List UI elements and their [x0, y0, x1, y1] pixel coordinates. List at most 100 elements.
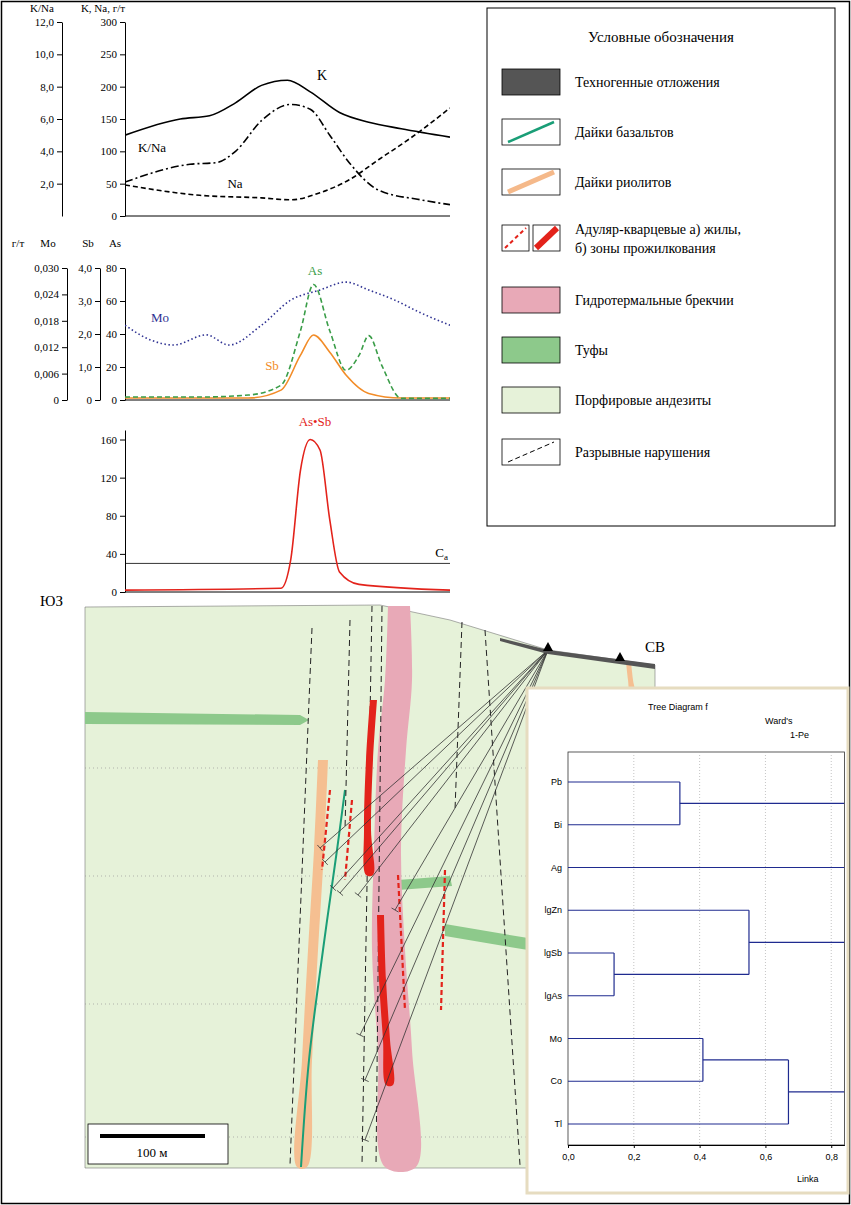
tick-label: 250: [101, 48, 118, 60]
tick: 6,0: [40, 113, 62, 125]
axis-title: Sb: [82, 237, 94, 249]
tick-mark: [120, 516, 125, 517]
dendrogram-branch: [568, 910, 749, 911]
vein-zone: [363, 700, 377, 876]
tick-mark: [95, 367, 100, 368]
tick-mark: [95, 334, 100, 335]
tick-mark: [57, 22, 62, 23]
tick-mark: [62, 400, 67, 401]
axis-title: Mo: [40, 237, 56, 249]
tick-label: 120: [101, 472, 118, 484]
fault: [485, 630, 520, 1165]
tick: 2,0: [78, 328, 100, 340]
axis-line: [125, 431, 126, 593]
leaf-label: Ag: [551, 863, 562, 873]
tick-mark: [120, 151, 125, 152]
axis-line: [62, 23, 63, 217]
tick-mark: [62, 347, 67, 348]
series-line: [125, 285, 450, 399]
tick-label: 0,8: [825, 1152, 838, 1162]
tick: 8,0: [40, 81, 62, 93]
tick-mark: [568, 1145, 569, 1148]
drill-hole: [365, 650, 548, 1080]
tick: 80: [106, 510, 125, 522]
tick-label: 1,0: [78, 361, 92, 373]
y-axis: 01,02,03,04,0: [78, 262, 100, 406]
legend-symbol: [502, 287, 560, 313]
dendrogram-branch: [568, 995, 614, 996]
axis-title: As: [109, 237, 121, 249]
direction-label: ЮЗ: [40, 593, 63, 609]
tick-mark: [57, 87, 62, 88]
tick-label: 40: [106, 548, 118, 560]
drill-hole: [358, 650, 548, 895]
axis-title: K, Na, г/т: [81, 2, 125, 14]
chart-panel: 0501001502002503002,04,06,08,010,012,0K/…: [30, 2, 450, 222]
dendrogram-branch: [568, 1038, 703, 1039]
tick-mark: [62, 268, 67, 269]
legend-title: Условные обозначения: [588, 29, 734, 45]
fault: [362, 606, 372, 1165]
legend-symbol: [536, 228, 557, 248]
tick-label: 80: [106, 262, 118, 274]
x-axis-line: [125, 216, 450, 217]
series-line: [125, 80, 450, 137]
drill-hole-end: [392, 908, 399, 912]
legend-label: б) зоны прожилкования: [575, 241, 716, 257]
dendrogram-branch: [568, 824, 680, 825]
drill-hole-end: [361, 1078, 368, 1081]
drill-collar: [615, 652, 625, 661]
legend-label: Адуляр-кварцевые а) жилы,: [575, 222, 741, 238]
tick-mark: [120, 592, 125, 593]
axis-title: г/т: [12, 237, 25, 249]
tick-mark: [120, 400, 125, 401]
tick-mark: [57, 119, 62, 120]
series-line: [125, 335, 450, 398]
tick: 0,6: [760, 1145, 773, 1162]
chart-subtitle: Ward's: [765, 716, 793, 726]
legend-symbol: [508, 172, 554, 192]
grid-line: [765, 752, 766, 1145]
basalt-dyke: [301, 790, 345, 1167]
tick: 250: [101, 48, 126, 60]
legend-symbol: [502, 225, 529, 251]
tick: 1,0: [78, 361, 100, 373]
tick: 4,0: [78, 262, 100, 274]
tick-label: 0: [112, 586, 118, 598]
tick-mark: [700, 1145, 701, 1148]
drill-hole: [333, 650, 548, 888]
series-label: Sb: [265, 358, 279, 373]
leaf-label: lgZn: [544, 905, 562, 915]
tick-mark: [95, 400, 100, 401]
tick-mark: [120, 367, 125, 368]
chart-panel: 02040608001,02,03,04,000,0060,0120,0180,…: [12, 237, 450, 406]
tick-mark: [120, 554, 125, 555]
tick-mark: [120, 87, 125, 88]
tick-mark: [95, 301, 100, 302]
axis-title: K/Na: [30, 2, 54, 14]
tick: 4,0: [40, 145, 62, 157]
dendrogram-branch: [568, 1123, 788, 1124]
tick-mark: [120, 119, 125, 120]
chart-title: Tree Diagram f: [648, 702, 708, 712]
tick-label: 0,0: [562, 1152, 575, 1162]
axis-line: [67, 269, 68, 401]
legend-label: Гидротермальные брекчии: [575, 293, 734, 308]
fault: [376, 606, 382, 1165]
legend-symbol: [502, 69, 560, 95]
legend-label: Порфировые андезиты: [575, 393, 712, 408]
dendrogram-branch: [788, 1091, 844, 1092]
drill-hole: [365, 650, 548, 1140]
tick: 0,012: [34, 341, 67, 353]
series-label: K/Na: [138, 140, 166, 155]
drill-hole: [325, 650, 548, 862]
legend-label: Дайки базальтов: [575, 125, 674, 140]
plot-area: [568, 782, 844, 1124]
dendrogram-branch: [680, 803, 845, 804]
tick-mark: [120, 478, 125, 479]
legend-label: Дайки риолитов: [575, 175, 672, 190]
tick: 40: [106, 328, 125, 340]
drill-hole: [360, 650, 548, 1035]
tick-mark: [120, 54, 125, 55]
tick: 10,0: [35, 48, 62, 60]
